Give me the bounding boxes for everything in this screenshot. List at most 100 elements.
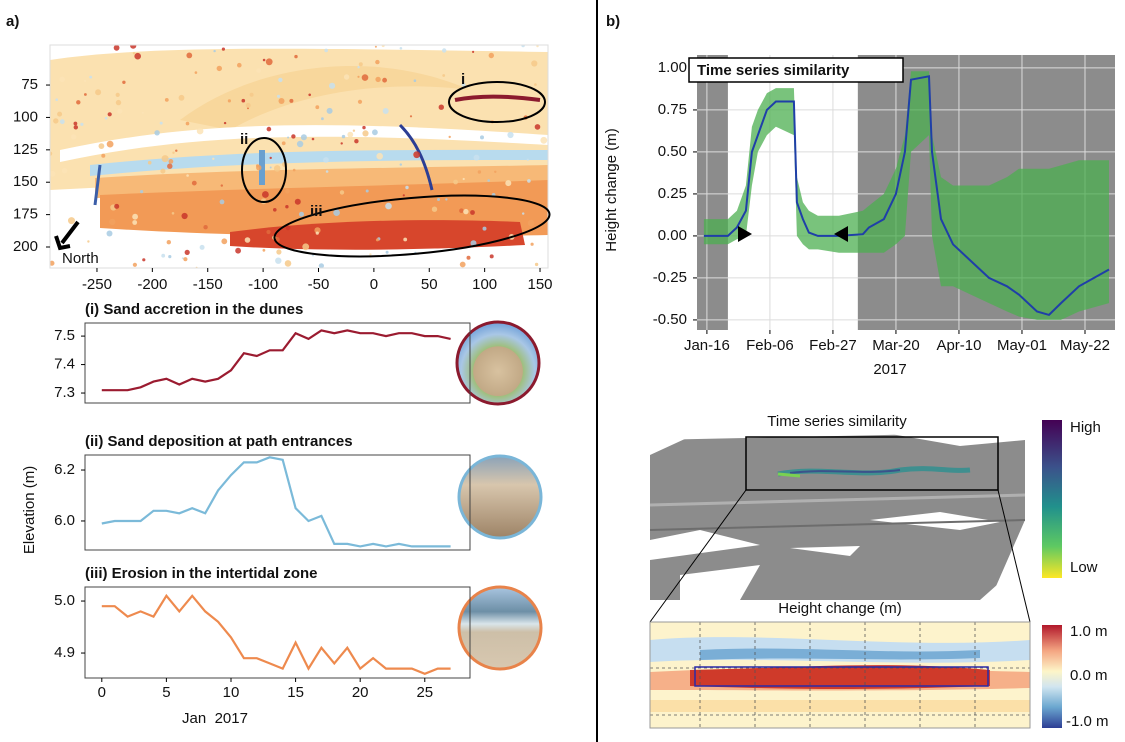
x-tick-label: 50 [421,276,438,293]
colorbar-label: High [1070,419,1101,436]
map-dot [68,217,75,225]
x-tick-label: -250 [82,276,112,293]
chart-title: (i) Sand accretion in the dunes [85,301,303,318]
y-tick-label: 0.25 [658,185,687,202]
map-dot [161,155,169,163]
map-dot [235,247,242,254]
map-dot [95,89,102,96]
data-line [101,329,451,392]
arrow-marker [834,226,848,242]
map-dot [413,151,421,159]
map-dot [365,189,369,193]
photo-dunes [455,320,541,406]
panel-label: b) [606,13,620,30]
colorbar-label: -1.0 m [1066,713,1109,730]
map-dot [53,118,59,124]
map-dot [536,45,539,48]
map-dot [241,98,246,103]
plot-frame [84,454,471,551]
map-dot [181,212,188,220]
x-tick-label: 25 [416,684,433,701]
map-dot [399,47,403,50]
map-dot [159,121,163,125]
map-dot [141,111,144,114]
map-dot [329,82,336,89]
map-dot [376,152,384,160]
map-dot [326,107,333,114]
map-dot [438,104,444,110]
x-tick-label: Feb-06 [746,337,794,354]
map-dot [448,135,451,139]
colorbar-label: 0.0 m [1070,667,1108,684]
annotation-label: ii [240,131,248,148]
map-dot [106,140,114,148]
map-dot [357,75,360,78]
colorbar [1042,625,1062,728]
x-tick-label: 5 [162,684,170,701]
map-dot [55,98,58,101]
map-dot [527,219,535,227]
map-dot [168,159,174,164]
y-tick-label: 200 [13,238,38,255]
map-dot [482,226,487,231]
annotation-label: iii [310,203,323,220]
map-dot [147,160,152,165]
map-dot [470,240,477,247]
map-dot [431,206,438,212]
x-tick-label: May-22 [1060,337,1110,354]
map-dot [237,62,242,68]
map-dot [470,210,475,215]
map-image [50,45,548,268]
x-tick-label: Feb-27 [809,337,857,354]
map-dot [463,208,469,215]
map-dot [281,141,286,146]
map-dot [166,240,171,245]
x-tick-label: -200 [137,276,167,293]
map-red [230,220,525,250]
map-dot [278,77,283,83]
map-dot [459,208,464,213]
data-line [101,593,451,675]
map-dot [262,58,266,62]
map-dot [98,143,105,150]
map-dot [84,93,87,96]
map-dot [262,248,266,252]
chart-title: (iii) Erosion in the intertidal zone [85,565,318,582]
map-dot [522,212,525,215]
map-dot [183,257,188,262]
height-change-map [649,621,1031,729]
map-dot [526,158,529,161]
map-dot [249,92,254,97]
map-title: Time series similarity [767,413,907,430]
map-dot [73,125,79,130]
map-dot [203,225,208,230]
annotation-ellipse [273,194,551,258]
map-dot [324,48,329,53]
map-dot [494,170,497,173]
map-dot [181,257,184,260]
y-tick-label: -0.50 [653,311,687,328]
y-tick-label: 7.3 [54,384,75,401]
y-tick-label: 125 [13,141,38,158]
map-dot [462,177,465,181]
map-dot [71,134,77,140]
map-dot [284,260,292,267]
map-dot [362,130,369,137]
x-tick-label: 150 [528,276,553,293]
map-dot [480,135,484,140]
panel-label: a) [6,13,19,30]
map-dot [382,77,387,83]
annotation-ellipse [448,81,546,123]
map-dot [405,185,409,190]
map-dot [194,71,198,74]
map-dot [175,149,178,152]
y-tick-label: 0.75 [658,101,687,118]
y-tick-label: 150 [13,173,38,190]
map-dot [191,180,197,186]
map-dot [534,83,537,86]
x-tick-label: 0 [98,684,106,701]
map-dot [314,227,321,234]
map-dot [154,130,160,136]
shaded-range [697,55,728,330]
map-dot [266,126,272,132]
